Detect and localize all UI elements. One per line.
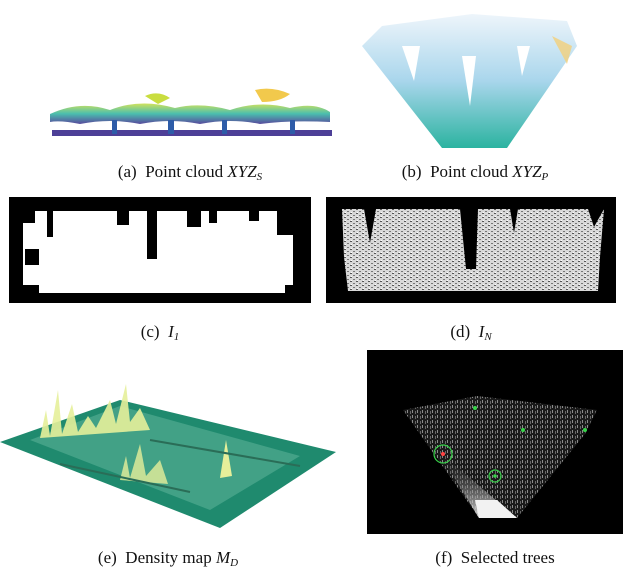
panel-a-image [40, 80, 340, 150]
panel-c-image [9, 197, 311, 303]
caption-d: (d) IN [450, 322, 492, 343]
panel-d-image [326, 197, 616, 303]
panel-f-image [367, 350, 623, 534]
selected-tree-point [473, 406, 477, 410]
caption-a: (a) Point cloud XYZS [117, 162, 263, 183]
panel-b-image [362, 6, 582, 151]
caption-f: (f) Selected trees [435, 548, 555, 567]
caption-e: (e) Density map MD [97, 548, 239, 569]
caption-c: (c) I1 [140, 322, 180, 343]
selected-tree-marker [433, 444, 453, 464]
panel-e-image [0, 360, 336, 530]
selected-tree-marker [488, 469, 502, 483]
selected-tree-point [583, 428, 587, 432]
caption-b: (b) Point cloud XYZP [401, 162, 549, 183]
selected-tree-point [521, 428, 525, 432]
